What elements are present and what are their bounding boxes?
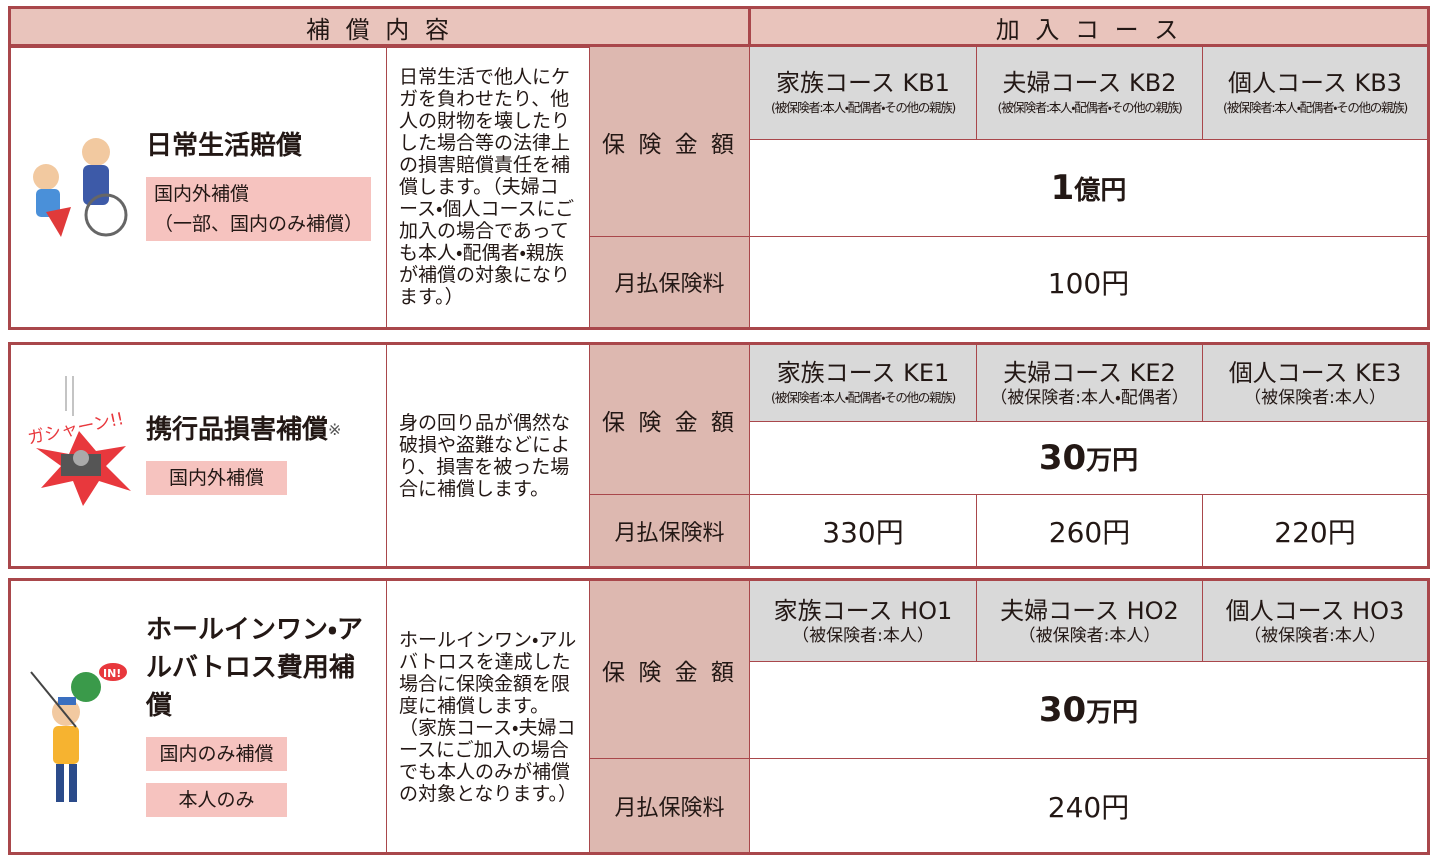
- course-insured: (被保険者:本人・配偶者・その他の親族): [771, 100, 956, 115]
- course-insured: （被保険者:本人・配偶者）: [990, 388, 1189, 408]
- illustration: IN!: [30, 662, 127, 802]
- illustration-text: IN!: [103, 667, 121, 680]
- tag-line: 国内外補償: [168, 466, 264, 489]
- amount-label: 保 険 金 額: [589, 45, 750, 237]
- tag-line: 本人のみ: [178, 788, 255, 811]
- tag-line: 国内のみ補償: [159, 742, 274, 765]
- header: 補 償 内 容 加 入 コ ー ス: [8, 6, 1430, 48]
- course-name: 夫婦コース KB2: [1002, 69, 1177, 97]
- amount-number: 30: [1038, 690, 1087, 730]
- amount-label: 保 険 金 額: [589, 579, 750, 759]
- coverage-cell: IN! ホールインワン・アルバトロス費用補償国内のみ補償 本人のみ: [9, 579, 387, 854]
- course-insured: （被保険者:本人）: [1244, 626, 1386, 646]
- course-insured: （被保険者:本人）: [792, 626, 934, 646]
- coverage: 日常生活賠償国内外補償 （一部、国内のみ補償）: [11, 97, 386, 277]
- tag-line: （一部、国内のみ補償）: [154, 213, 364, 235]
- row: 30万円: [10, 661, 1429, 759]
- course: 個人コース KE3 （被保険者:本人）: [1202, 343, 1429, 422]
- course: 家族コース KE1 (被保険者:本人・配偶者・その他の親族): [749, 343, 977, 422]
- description: 日常生活で他人にケガを負わせたり、他人の財物を壊したりした場合等の法律上の損害賠…: [386, 45, 590, 329]
- course-name: 個人コース KE3: [1228, 359, 1402, 387]
- course-name: 夫婦コース KE2: [1003, 359, 1176, 387]
- amount-unit: 億円: [1074, 176, 1127, 206]
- course-name: 夫婦コース HO2: [1000, 597, 1179, 625]
- amount-unit: 万円: [1086, 698, 1139, 728]
- tag: 国内のみ補償: [146, 736, 287, 771]
- course: 家族コース KB1 (被保険者:本人・配偶者・その他の親族): [749, 45, 977, 140]
- description: ホールインワン・アルバトロスを達成した場合に保険金額を限度に補償します。（家族コ…: [386, 579, 590, 854]
- premium: 330円: [749, 494, 977, 568]
- coverage-title: 携行品損害補償※: [146, 414, 342, 445]
- premium-label: 月払保険料: [589, 236, 750, 329]
- coverage: ガシャーン!! 携行品損害補償※ 国内外補償: [11, 366, 386, 546]
- description: 身の回り品が偶然な破損や盗難などにより、損害を被った場合に補償します。: [386, 343, 590, 568]
- tag-line: 国内外補償: [154, 183, 250, 205]
- course-insured: (被保険者:本人・配偶者・その他の親族): [1223, 100, 1408, 115]
- row: 月払保険料 240円: [10, 758, 1429, 854]
- row: 1億円: [10, 139, 1429, 237]
- header-course: 加 入 コ ー ス: [748, 6, 1430, 48]
- section: ガシャーン!! 携行品損害補償※ 国内外補償 身の回り品が偶然な破損や盗難などにより、…: [8, 342, 1430, 569]
- amount-label: 保 険 金 額: [589, 343, 750, 495]
- premium-label: 月払保険料: [589, 758, 750, 854]
- coverage-info: 日常生活賠償国内外補償 （一部、国内のみ補償）: [146, 127, 386, 247]
- row: ガシャーン!! 携行品損害補償※ 国内外補償 身の回り品が偶然な破損や盗難などにより、…: [9, 343, 1429, 568]
- course-insured: （被保険者:本人）: [1018, 626, 1161, 646]
- row: 日常生活賠償国内外補償 （一部、国内のみ補償） 日常生活で他人にケガを負わせたり、他…: [9, 45, 1429, 329]
- course-insured: （被保険者:本人）: [1244, 388, 1386, 408]
- course: 個人コース HO3 （被保険者:本人）: [1202, 579, 1429, 662]
- row: IN! ホールインワン・アルバトロス費用補償 国内のみ補償 本人のみ ホールインワン・ア…: [9, 579, 1429, 854]
- course-name: 家族コース KB1: [776, 69, 950, 97]
- course: 夫婦コース KE2 （被保険者:本人・配偶者）: [976, 343, 1203, 422]
- premium: 220円: [1202, 494, 1429, 568]
- title-mark: ※: [328, 419, 342, 439]
- row: 30万円: [10, 421, 1429, 495]
- illustration: [33, 138, 128, 237]
- section: 日常生活賠償国内外補償 （一部、国内のみ補償） 日常生活で他人にケガを負わせたり、他…: [8, 44, 1430, 330]
- course-insured: (被保険者:本人・配偶者・その他の親族): [771, 390, 956, 405]
- course-name: 家族コース HO1: [773, 597, 953, 625]
- row: 月払保険料 100円: [10, 236, 1429, 329]
- course-name: 個人コース HO3: [1225, 597, 1405, 625]
- illustration: ガシャーン!!: [26, 375, 131, 506]
- amount: 30万円: [749, 421, 1429, 495]
- course: 家族コース HO1 （被保険者:本人）: [749, 579, 977, 662]
- tag: 国内外補償: [146, 460, 287, 495]
- course: 夫婦コース HO2 （被保険者:本人）: [976, 579, 1203, 662]
- course: 夫婦コース KB2 (被保険者:本人・配偶者・その他の親族): [976, 45, 1203, 140]
- coverage-title: 日常生活賠償: [146, 131, 303, 161]
- row: 月払保険料 330円 260円 220円: [10, 494, 1429, 568]
- amount: 1億円: [749, 139, 1429, 237]
- amount-unit: 万円: [1086, 446, 1139, 476]
- coverage-info: 携行品損害補償※ 国内外補償: [146, 411, 386, 501]
- amount: 30万円: [749, 661, 1429, 759]
- header-coverage: 補 償 内 容: [8, 6, 751, 48]
- course-insured: (被保険者:本人・配偶者・その他の親族): [997, 100, 1183, 115]
- amount-number: 1: [1050, 168, 1075, 208]
- section: IN! ホールインワン・アルバトロス費用補償 国内のみ補償 本人のみ ホールインワン・ア…: [8, 578, 1430, 855]
- course-name: 家族コース KE1: [776, 359, 950, 387]
- course-name: 個人コース KB3: [1228, 69, 1402, 97]
- tag: 国内外補償 （一部、国内のみ補償）: [146, 177, 372, 241]
- tag: 本人のみ: [146, 782, 287, 817]
- premium: 100円: [749, 236, 1429, 329]
- coverage-info: ホールインワン・アルバトロス費用補償国内のみ補償 本人のみ: [146, 611, 386, 823]
- amount-number: 30: [1038, 438, 1087, 478]
- premium: 260円: [976, 494, 1203, 568]
- coverage: IN! ホールインワン・アルバトロス費用補償国内のみ補償 本人のみ: [11, 611, 386, 823]
- coverage-cell: 日常生活賠償国内外補償 （一部、国内のみ補償）: [9, 45, 387, 329]
- premium-label: 月払保険料: [589, 494, 750, 568]
- course: 個人コース KB3 (被保険者:本人・配偶者・その他の親族): [1202, 45, 1429, 140]
- coverage-cell: ガシャーン!! 携行品損害補償※ 国内外補償: [9, 343, 387, 568]
- premium: 240円: [749, 758, 1429, 854]
- coverage-title: ホールインワン・アルバトロス費用補償: [146, 614, 363, 721]
